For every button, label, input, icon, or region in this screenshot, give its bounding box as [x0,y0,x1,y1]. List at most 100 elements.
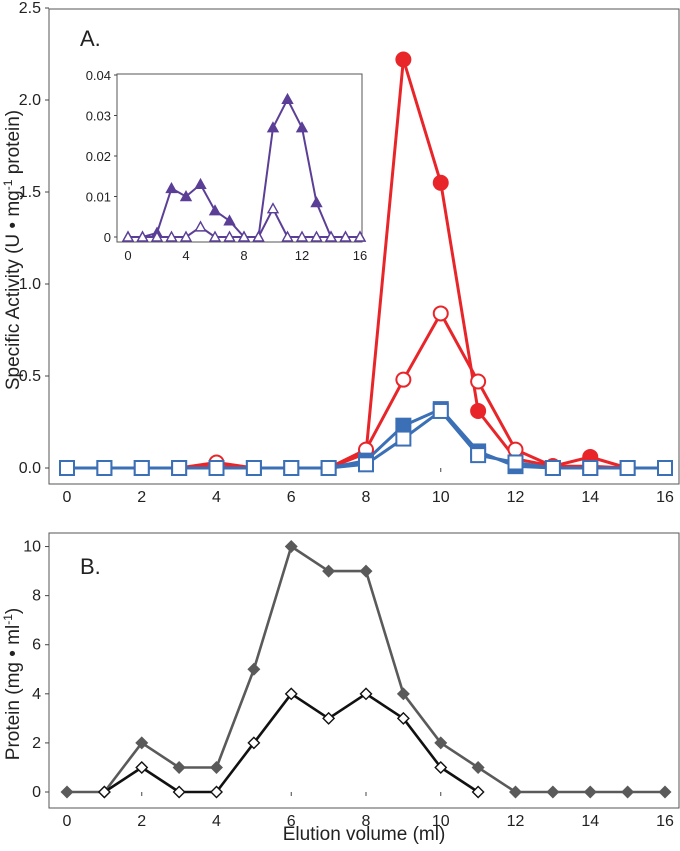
panel-a-y-tick-label: 1.0 [19,276,41,293]
red-filled-circle-point [432,174,449,191]
panel-b-x-tick-label: 16 [656,813,674,830]
panel-a-frame [48,8,680,485]
blue-open-square-point [320,460,337,476]
panel-b-y-tick-label: 8 [32,588,41,605]
black-open-diamond-point [247,736,261,750]
red-filled-circle-point [395,51,412,68]
gray-filled-diamond-point [509,785,522,799]
purple-filled-triangle-point [223,214,236,226]
inset-x-tick-label: 8 [240,248,247,263]
purple-open-triangle-point [121,230,135,242]
panel-b-y-tick-label: 4 [32,686,41,703]
blue-open-square-point [507,454,524,471]
blue-open-square-point [582,460,599,476]
purple-open-triangle-point [237,230,251,242]
blue-open-square-point [470,447,487,464]
purple-open-triangle-point [208,230,222,242]
blue-open-square-point [133,460,150,476]
panel-b-series [60,540,672,799]
gray-filled-diamond-point [247,662,261,676]
purple-open-triangle-point [324,230,338,242]
blue-open-square-point [283,460,300,476]
blue-open-square-point [657,460,673,476]
inset-y-tick-label: 0 [104,230,111,245]
purple-open-triangle-point [339,230,352,242]
panel-b-y-tick-label: 2 [32,735,41,752]
panel-a-y-tick-label: 2.0 [19,92,41,109]
gray-filled-diamond-point [210,760,223,774]
red-filled-circle-point [470,402,487,419]
blue-open-square-point [59,460,75,476]
gray-filled-diamond-point [471,760,485,774]
panel-a-axes: 0 2 4 6 8 10 12 14 16 0.0 0.5 1.0 1.5 2.0 2.5 [19,0,674,506]
black-open-diamond-point [97,785,111,799]
panel-a-y-tick-label: 1.5 [19,184,41,201]
panel-a-x-tick-label: 14 [581,489,599,506]
panel-b-x-tick-label: 2 [137,813,146,830]
purple-filled-triangle-point [194,177,207,190]
purple-open-triangle-point [223,230,236,242]
panel-b-y-tick-label: 10 [23,539,41,556]
red-open-circle-point [432,305,449,322]
inset-x-tick-label: 4 [182,248,189,263]
panel-a-series [59,51,673,476]
panel-a-x-tick-label: 2 [137,489,146,506]
panel-b-x-axis-title: Elution volume (ml) [283,824,446,845]
gray-filled-diamond-point [322,564,336,578]
inset-x-tick-label: 16 [353,248,367,263]
inset-x-tick-label: 12 [295,248,309,263]
inset-y-tick-label: 0.02 [86,149,111,164]
panel-a-x-tick-label: 16 [656,489,674,506]
purple-open-triangle-point [281,230,294,242]
panel-b-y-tick-label: 6 [32,637,41,654]
purple-filled-triangle-point [165,181,178,194]
purple-open-triangle-point [353,230,367,242]
purple-open-triangle-point [266,202,280,214]
panel-b-x-tick-label: 0 [63,813,72,830]
blue-open-square-point [395,430,412,447]
black-open-diamond-point [284,687,298,701]
blue-open-square-point [171,460,188,476]
purple-open-triangle-point [179,230,193,242]
gray-filled-diamond-point [434,736,448,750]
inset-x-tick-label: 0 [124,248,131,263]
red-open-circle-point [395,371,412,388]
gray-filled-diamond-point [60,785,74,799]
gray-filled-diamond-point [621,785,635,799]
gray-filled-diamond-point [583,785,597,799]
purple-open-triangle-point [295,230,309,242]
panel-b-x-tick-label: 8 [362,813,371,830]
gray-filled-diamond-point [359,564,373,578]
panel-a-x-tick-label: 8 [362,489,371,506]
blue-open-square-point [245,460,262,476]
panel-b-x-tick-label: 6 [287,813,296,830]
panel-a-label: A. [80,26,101,51]
blue-open-square-point [432,402,449,419]
purple-filled-triangle-point [266,121,280,133]
black-open-diamond-point [434,760,448,774]
black-open-diamond-point [396,711,410,725]
purple-filled-triangle-point [295,121,309,133]
panel-a-y-tick-label: 2.5 [19,0,41,17]
purple-filled-triangle-point [208,204,222,216]
purple-open-triangle-point [165,230,178,242]
gray-filled-diamond-point [396,687,410,701]
black-open-diamond-point [471,785,485,799]
blue-open-square-point [544,460,561,476]
gray-filled-diamond-point [658,785,672,799]
black-open-diamond-point [135,760,149,774]
purple-filled-triangle-point [310,196,323,208]
inset-axes: 0 4 8 12 16 0 0.01 0.02 0.03 0.04 [86,68,368,263]
purple-open-triangle-point [310,230,323,242]
panel-a-x-tick-label: 0 [63,489,72,506]
gray-filled-diamond-point [284,540,298,554]
purple-open-triangle-point [252,230,265,242]
inset-y-tick-label: 0.01 [86,190,111,205]
black-open-diamond-point [322,711,336,725]
blue-open-square-point [619,460,636,476]
gray-filled-diamond-point [546,785,560,799]
panel-a-x-tick-label: 4 [212,489,221,506]
black-open-diamond-line [103,692,479,794]
red-open-circle-point [470,373,487,390]
